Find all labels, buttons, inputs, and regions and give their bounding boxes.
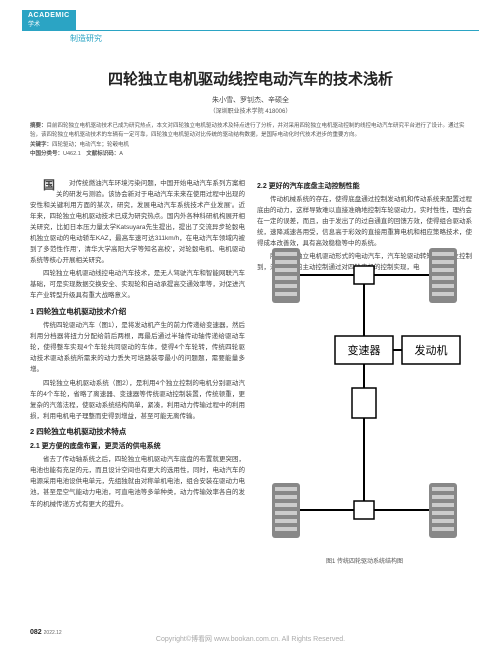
abstract-text: 目前四轮独立电机驱动技术已成为研究热点，本文对四轮独立电机驱动技术及特点进行了分…: [30, 123, 465, 138]
heading-1: 1 四轮独立电机驱动技术介绍: [30, 306, 245, 319]
page-title: 四轮独立电机驱动线控电动汽车的技术浅析: [0, 68, 501, 89]
p1-1: 传统四轮驱动汽车（图1），是将发动机产生的前力传递给变速器，然后利用分档器将扭力…: [30, 320, 245, 375]
rear-diff-icon: [354, 501, 374, 519]
transfer-case-icon: [352, 388, 376, 418]
header: ACADEMIC 学术 制造研究: [0, 0, 501, 40]
keywords-label: 关键字：: [30, 142, 52, 148]
section-label: 制造研究: [70, 33, 102, 44]
wheel-icon: [272, 483, 300, 538]
engine-label: 发动机: [415, 343, 448, 357]
academic-tab: ACADEMIC 学术: [22, 10, 76, 30]
wheel-icon: [429, 248, 457, 303]
figure-caption: 图1 传统四轮驱动系统结构图: [257, 556, 472, 565]
academic-cn: 学术: [28, 19, 70, 28]
wheel-icon: [429, 483, 457, 538]
keywords-text: 四轮驱动；电动汽车；轮毂电机: [52, 142, 129, 148]
p21: 省去了传动轴系统之后，四轮独立电机驱动汽车底盘的布置就更突困，电池也能有充足的元…: [30, 454, 245, 509]
heading-21: 2.1 更方便的底盘布置，更灵活的供电系统: [30, 441, 245, 453]
intro-p1: 国对传统燃油汽车环境污染问题，中国开始电动汽车系列方案相关的研发与测验。该协会新…: [30, 178, 245, 266]
authors: 朱小雪、罗钊杰、辛硕全: [0, 95, 501, 105]
front-diff-icon: [354, 266, 374, 284]
doc-text: A: [119, 151, 123, 157]
gearbox-label: 变速器: [348, 343, 381, 357]
heading-2: 2 四轮独立电机驱动技术特点: [30, 426, 245, 439]
figure-1: 变速器 发动机 图1 传统四轮驱动系统结构图: [257, 238, 472, 565]
abstract-block: 摘要：目前四轮独立电机驱动技术已成为研究热点，本文对四轮独立电机驱动技术及特点进…: [30, 122, 471, 160]
abstract-label: 摘要：: [30, 123, 47, 129]
wheel-icon: [272, 248, 300, 303]
heading-22: 2.2 更好的汽车底盘主动控制性能: [257, 181, 472, 193]
copyright: Copyright©博看网 www.bookan.com.cn. All Rig…: [0, 634, 501, 644]
header-line: [22, 30, 479, 31]
drivetrain-diagram: 变速器 发动机: [257, 238, 472, 548]
affiliation: （深圳职业技术学院 418006）: [0, 106, 501, 115]
content: 国对传统燃油汽车环境污染问题，中国开始电动汽车系列方案相关的研发与测验。该协会新…: [30, 178, 471, 616]
intro-p2: 四轮独立电机驱动线控电动汽车技术，是无人驾驶汽车和智能网联汽车基础，可是实现数据…: [30, 268, 245, 301]
clc-text: U462.1: [63, 151, 81, 157]
drop-cap: 国: [30, 179, 55, 191]
p1-2: 四轮独立电机驱动系统（图2），是利用4个独立控制的电机分别驱动汽车的4个车轮，省…: [30, 378, 245, 422]
column-left: 国对传统燃油汽车环境污染问题，中国开始电动汽车系列方案相关的研发与测验。该协会新…: [30, 178, 245, 512]
academic-en: ACADEMIC: [28, 12, 70, 19]
clc-label: 中国分类号：: [30, 151, 63, 157]
doc-label: 文献标识码：: [86, 151, 119, 157]
